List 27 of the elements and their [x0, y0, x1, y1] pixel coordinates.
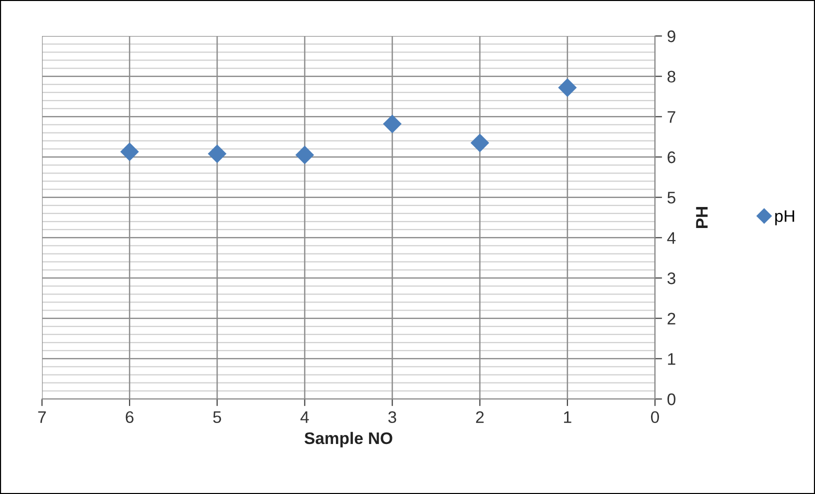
- point: [295, 146, 314, 164]
- x-tick-label: 3: [388, 411, 396, 424]
- y-axis-title: PH: [696, 207, 708, 228]
- y-tick-label: 4: [667, 232, 676, 244]
- y-tick-label: 5: [667, 192, 676, 204]
- x-tick-label: 7: [38, 411, 46, 423]
- y-tick-label: 7: [668, 111, 676, 123]
- point: [120, 142, 139, 162]
- x-tick-label: 1: [564, 411, 572, 423]
- point: [208, 144, 226, 164]
- x-tick-label: 2: [476, 411, 484, 423]
- y-tick-label: 2: [668, 312, 676, 324]
- point: [382, 114, 402, 134]
- point: [470, 134, 490, 152]
- y-tick-label: 3: [667, 272, 676, 284]
- y-tick-label: 6: [668, 151, 676, 164]
- legend-label: pH: [775, 210, 794, 226]
- x-tick-label: 4: [300, 411, 309, 423]
- x-axis-title: Sample NO: [304, 432, 392, 448]
- y-tick-label: 0: [667, 393, 676, 406]
- point: [558, 78, 577, 97]
- x-tick-label: 0: [651, 411, 659, 424]
- y-tick-label: 9: [668, 30, 676, 42]
- y-tick-label: 1: [668, 353, 676, 365]
- y-tick-label: 8: [668, 70, 676, 83]
- x-tick-label: 5: [213, 411, 222, 424]
- x-tick-label: 6: [126, 411, 134, 424]
